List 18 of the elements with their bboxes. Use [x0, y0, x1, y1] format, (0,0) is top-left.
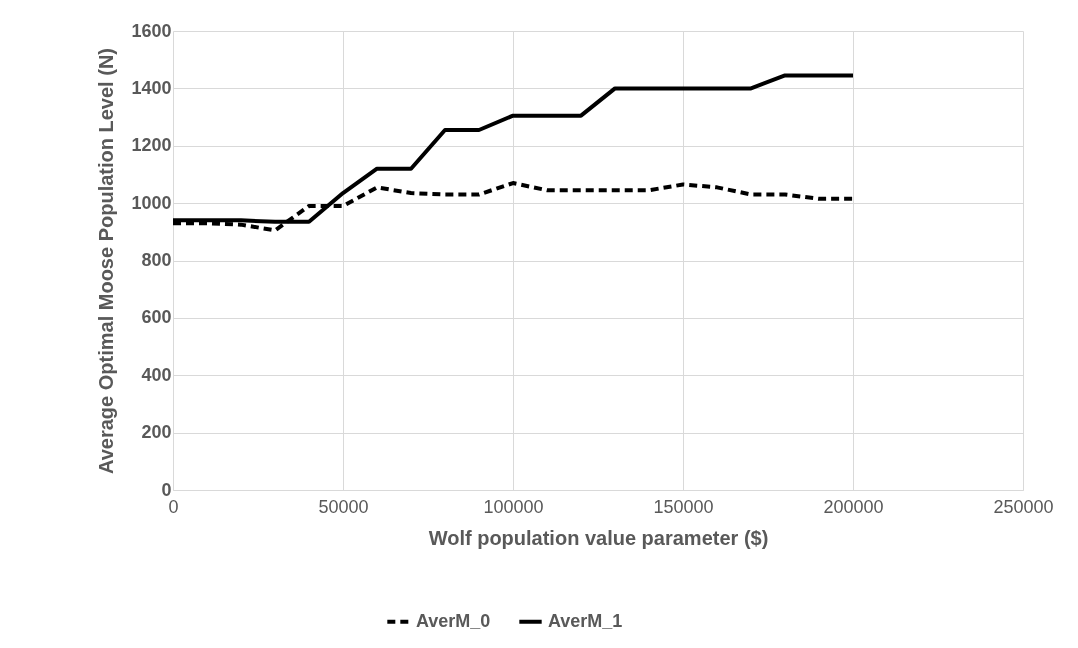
- legend-label: AverM_1: [548, 610, 623, 631]
- x-tick-label: 150000: [653, 496, 714, 517]
- x-tick-label: 250000: [993, 496, 1054, 517]
- y-tick-label: 1000: [131, 192, 172, 213]
- y-tick-label: 400: [141, 364, 172, 385]
- y-tick-label: 200: [141, 422, 172, 443]
- x-tick-label: 50000: [318, 496, 369, 517]
- x-axis-title: Wolf population value parameter ($): [428, 526, 769, 549]
- x-tick-label: 200000: [823, 496, 884, 517]
- y-axis-title: Average Optimal Moose Population Level (N): [95, 48, 118, 474]
- y-tick-label: 600: [141, 307, 172, 328]
- x-tick-label: 100000: [483, 496, 544, 517]
- y-tick-label: 0: [161, 479, 172, 500]
- y-tick-label: 1400: [131, 77, 172, 98]
- legend-label: AverM_0: [416, 610, 491, 631]
- y-tick-label: 1200: [131, 135, 172, 156]
- y-tick-label: 1600: [131, 20, 172, 41]
- y-tick-label: 800: [141, 250, 172, 270]
